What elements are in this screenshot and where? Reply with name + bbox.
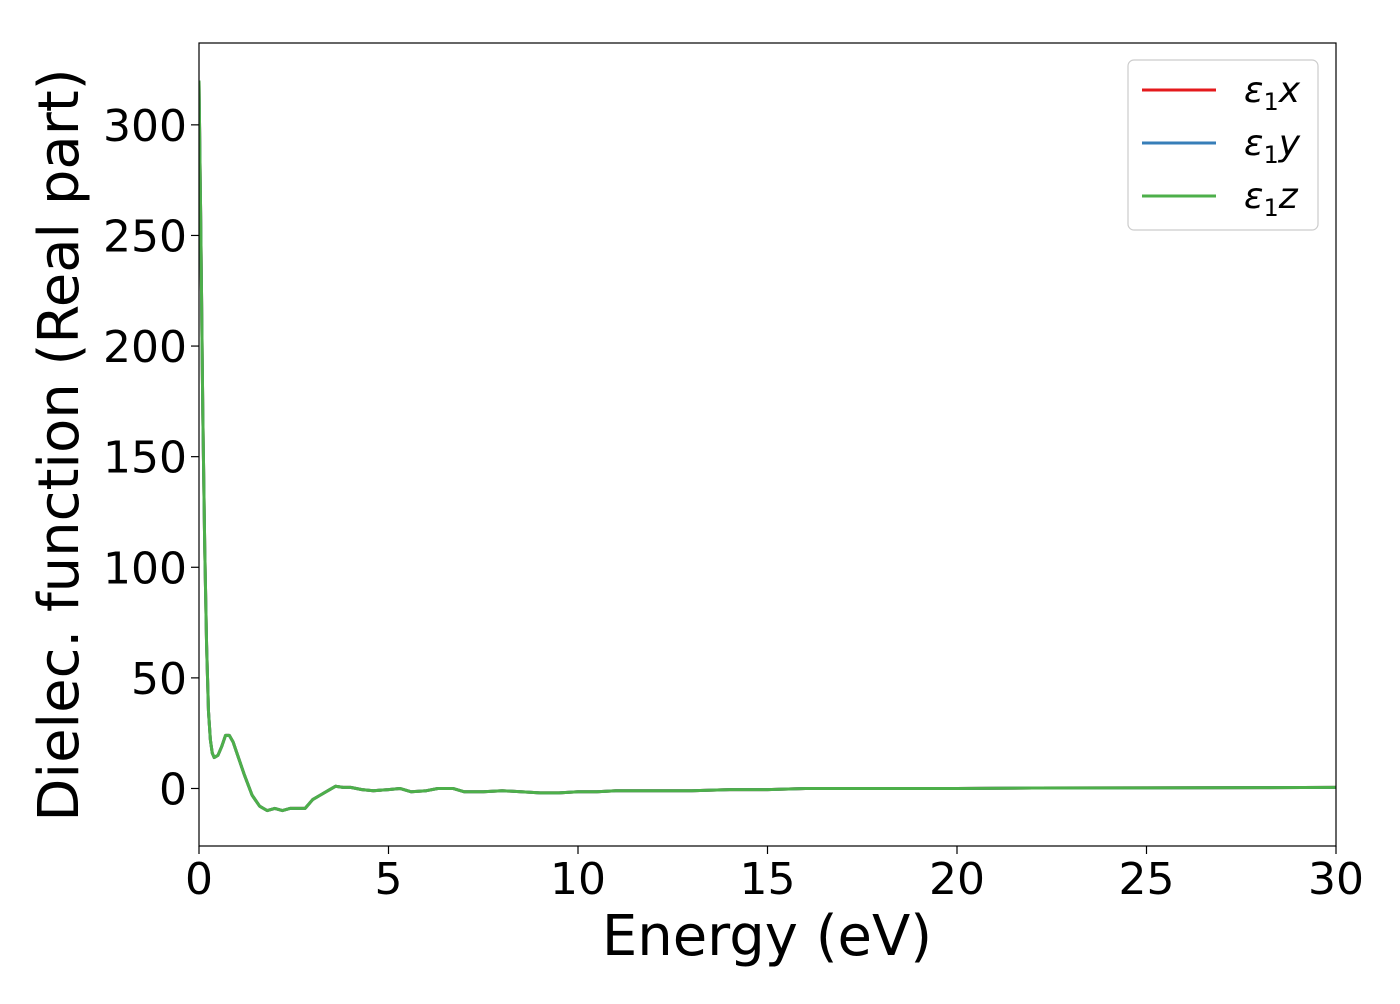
y-tick-label: 250 xyxy=(103,211,187,262)
y-axis-ticks: 0 50 100 150 200 250 300 xyxy=(103,101,199,815)
y-tick-label: 100 xyxy=(103,543,187,594)
x-axis-label: Energy (eV) xyxy=(602,904,932,969)
x-axis-ticks: 0 5 10 15 20 25 30 xyxy=(185,846,1364,905)
y-tick-label: 150 xyxy=(103,433,187,484)
legend-symbol: ε xyxy=(1244,176,1263,217)
x-tick-label: 15 xyxy=(740,854,796,905)
legend-label-z: ε1z xyxy=(1244,176,1299,222)
legend-label-y: ε1y xyxy=(1244,123,1301,169)
series-layer xyxy=(199,80,1336,813)
legend-subscript: 1 xyxy=(1263,194,1278,222)
legend-subscript: 1 xyxy=(1263,88,1278,116)
x-tick-label: 25 xyxy=(1119,854,1175,905)
legend-subscript: 1 xyxy=(1263,141,1278,169)
y-tick-label: 300 xyxy=(103,101,187,152)
legend-series-name: x xyxy=(1278,70,1301,111)
y-tick-label: 0 xyxy=(159,764,187,815)
x-tick-label: 0 xyxy=(185,854,213,905)
legend-label-x: ε1x xyxy=(1244,70,1301,116)
y-tick-label: 50 xyxy=(131,654,187,705)
legend-series-name: y xyxy=(1278,123,1301,164)
series-line-z xyxy=(199,80,1336,813)
x-tick-label: 5 xyxy=(375,854,403,905)
legend-symbol: ε xyxy=(1244,123,1263,164)
legend-box xyxy=(1127,59,1319,231)
y-axis-label: Dielec. function (Real part) xyxy=(27,68,92,821)
x-tick-label: 20 xyxy=(929,854,985,905)
legend-series-name: z xyxy=(1278,176,1299,217)
y-tick-label: 200 xyxy=(103,322,187,373)
legend-symbol: ε xyxy=(1244,70,1263,111)
x-tick-label: 30 xyxy=(1308,854,1364,905)
x-tick-label: 10 xyxy=(550,854,606,905)
